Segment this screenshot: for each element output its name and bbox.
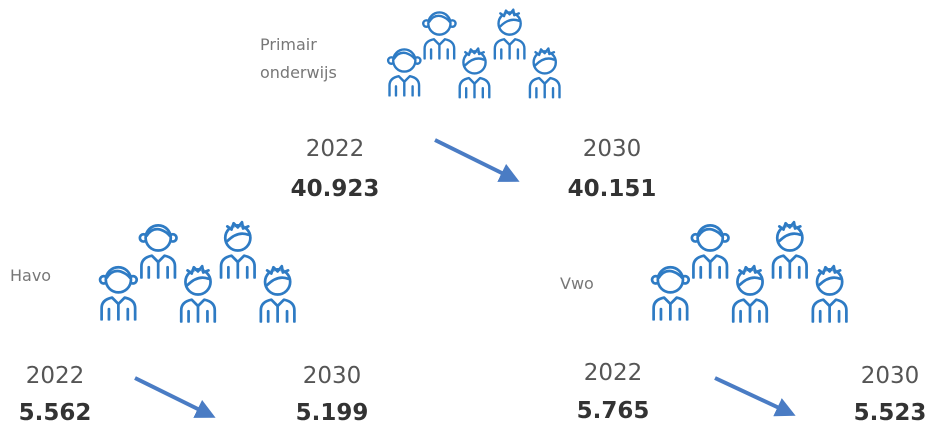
- value: 40.151: [568, 176, 657, 202]
- year: 2030: [861, 363, 920, 389]
- year: 2030: [303, 363, 362, 389]
- section-label: Vwo: [560, 274, 594, 293]
- section-label: Primair: [260, 35, 317, 54]
- value: 40.923: [291, 176, 380, 202]
- year: 2030: [583, 136, 642, 162]
- value: 5.562: [19, 400, 92, 423]
- people-icons: [100, 10, 846, 322]
- value: 5.765: [577, 398, 650, 423]
- value: 5.199: [296, 400, 369, 423]
- trend-arrows: [134, 138, 796, 418]
- year: 2022: [584, 360, 643, 386]
- year: 2022: [306, 136, 365, 162]
- value: 5.523: [854, 400, 925, 423]
- section-label: Havo: [10, 266, 51, 285]
- section-label: onderwijs: [260, 63, 337, 82]
- year: 2022: [26, 363, 85, 389]
